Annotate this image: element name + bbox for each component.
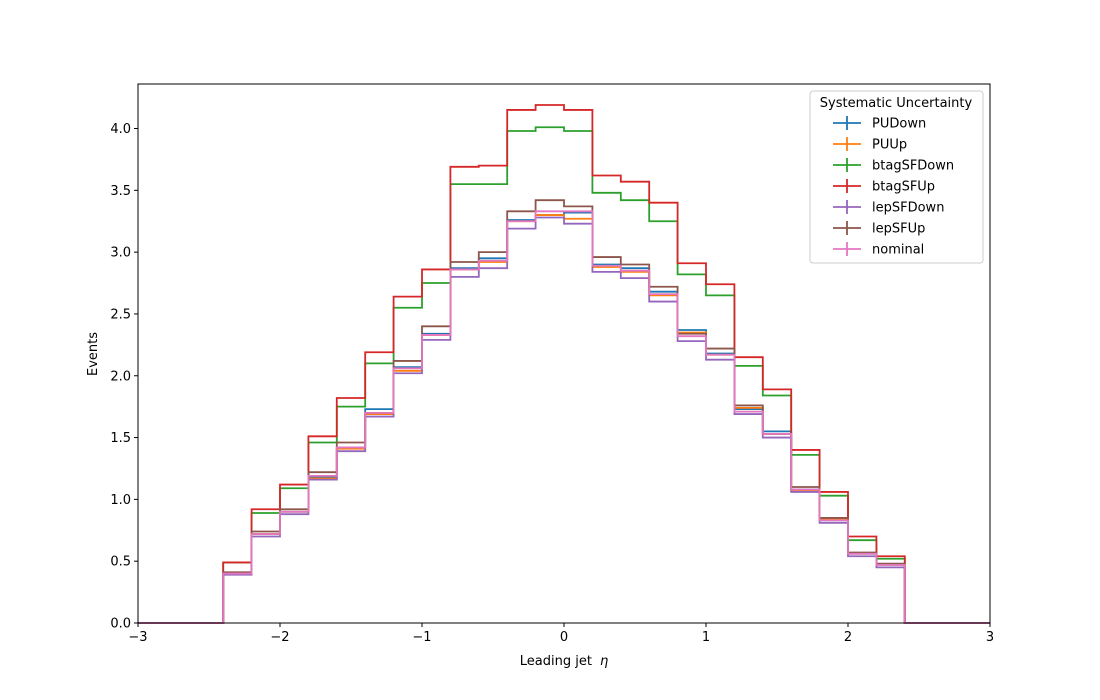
x-axis-label: Leading jet η: [520, 654, 608, 669]
x-tick-label: 1: [702, 630, 710, 645]
x-tick-label: −1: [412, 630, 431, 645]
legend-box: [809, 90, 984, 264]
legend-entries: PUDown PUUp btagSFDown btagSFUp lepSFDown lep…: [833, 116, 954, 258]
axes-frame: [137, 83, 991, 624]
legend-label: PUUp: [872, 138, 907, 153]
legend-title: Systematic Uncertainty: [820, 96, 973, 111]
y-tick-label: 0.0: [110, 617, 131, 632]
x-tick-label: −3: [128, 630, 147, 645]
x-axis: −3 −2 −1 0 1 2 3: [128, 623, 994, 645]
legend-entry-PUDown: PUDown: [833, 116, 926, 132]
series-line-nominal: [138, 210, 990, 624]
legend-label: nominal: [872, 243, 924, 258]
legend-label: PUDown: [872, 117, 926, 132]
legend-entry-btagSFDown: btagSFDown: [833, 158, 954, 174]
legend-label: lepSFUp: [872, 222, 925, 237]
legend-label: btagSFDown: [872, 159, 954, 174]
legend-entry-PUUp: PUUp: [833, 137, 907, 153]
y-tick-label: 3.5: [110, 184, 131, 199]
y-tick-label: 3.0: [110, 246, 131, 261]
x-tick-label: 3: [986, 630, 994, 645]
y-tick-label: 2.0: [110, 369, 131, 384]
y-axis: 0.0 0.5 1.0 1.5 2.0 2.5 3.0 3.5 4.0: [110, 122, 138, 632]
x-tick-label: 0: [560, 630, 568, 645]
y-axis-label: Events: [86, 332, 101, 376]
legend: Systematic Uncertainty PUDown PUUp btagSFD…: [809, 90, 984, 264]
y-tick-label: 0.5: [110, 555, 131, 570]
legend-entry-nominal: nominal: [833, 242, 924, 258]
x-tick-label: 2: [844, 630, 852, 645]
legend-entry-lepSFDown: lepSFDown: [833, 200, 944, 216]
x-tick-label: −2: [270, 630, 289, 645]
y-tick-label: 2.5: [110, 307, 131, 322]
y-tick-label: 1.5: [110, 431, 131, 446]
legend-entry-lepSFUp: lepSFUp: [833, 221, 925, 237]
legend-entry-btagSFUp: btagSFUp: [833, 179, 935, 195]
y-tick-label: 4.0: [110, 122, 131, 137]
plot-area: [138, 104, 990, 624]
legend-label: lepSFDown: [872, 201, 944, 216]
legend-label: btagSFUp: [872, 180, 935, 195]
y-tick-label: 1.0: [110, 493, 131, 508]
